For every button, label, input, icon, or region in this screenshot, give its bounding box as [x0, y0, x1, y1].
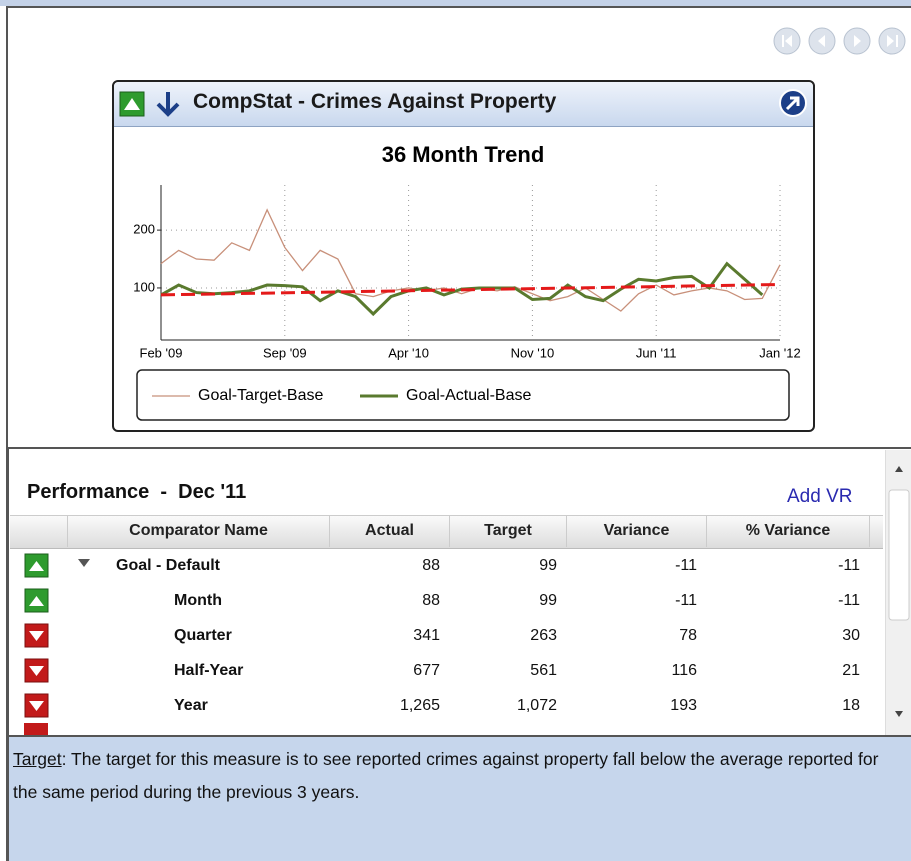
legend-label: Goal-Actual-Base	[406, 387, 531, 404]
frame	[6, 6, 911, 447]
column-header: Target	[450, 515, 567, 547]
add-vr-link[interactable]: Add VR	[787, 486, 853, 507]
note: Target: The target for this measure is t…	[13, 743, 893, 809]
row-value: 116	[671, 662, 697, 679]
note-text: : The target for this measure is to see …	[13, 749, 879, 802]
icon-arrow	[29, 631, 44, 641]
column-header: % Variance	[707, 515, 870, 547]
nav-buttons[interactable]	[770, 26, 911, 58]
note-panel: Target: The target for this measure is t…	[9, 735, 911, 861]
series-line	[160, 208, 781, 312]
row-value: 677	[413, 662, 440, 679]
table-header	[10, 515, 883, 549]
header-icons	[119, 91, 180, 117]
expand-button[interactable]	[778, 88, 808, 118]
row-name: Month	[174, 592, 222, 609]
scrollbar-parts	[888, 466, 910, 717]
status-icon	[24, 588, 49, 613]
column-header	[10, 515, 68, 547]
y-tick-label: 100	[133, 279, 155, 294]
status-icon	[24, 693, 49, 718]
trend-line	[160, 282, 781, 297]
row-value: 78	[679, 627, 697, 644]
row-value: 88	[422, 557, 440, 574]
icon-arrow	[29, 561, 44, 571]
row-value: 99	[539, 592, 557, 609]
column-header: Actual	[330, 515, 450, 547]
x-tick-label: Feb '09	[140, 345, 183, 360]
legend	[136, 369, 790, 421]
chart-title: 36 Month Trend	[382, 142, 545, 167]
y-tick-label: 200	[133, 222, 155, 237]
status-icon	[24, 658, 49, 683]
x-tick-label: Jun '11	[636, 345, 677, 360]
widget-title: CompStat - Crimes Against Property	[193, 90, 557, 113]
row-name: Goal - Default	[116, 557, 221, 574]
note-label: Target	[13, 749, 62, 769]
performance-title: Performance - Dec '11	[27, 481, 247, 503]
divider	[6, 447, 911, 449]
row-name: Year	[174, 697, 208, 714]
scrollbar[interactable]	[885, 450, 911, 735]
chart: 36 Month Trend 100 200 Feb '09 Sep '09 Apr '…	[133, 142, 801, 421]
row-value: 18	[842, 697, 860, 714]
legend-label: Goal-Target-Base	[198, 387, 323, 404]
row-value: 263	[530, 627, 557, 644]
x-tick-label: Sep '09	[263, 345, 307, 360]
icon-arrow	[29, 596, 44, 606]
widget-header	[114, 82, 813, 127]
row-value: -11	[675, 557, 697, 574]
x-tick-label: Apr '10	[388, 345, 429, 360]
row-value: 341	[413, 627, 440, 644]
status-icon	[24, 553, 49, 578]
expand-caret	[78, 559, 90, 567]
row-value: 99	[539, 557, 557, 574]
status-icon	[24, 723, 48, 735]
row-value: 88	[422, 592, 440, 609]
row-value: 1,265	[399, 697, 440, 714]
row-value: 193	[670, 697, 697, 714]
left-border	[6, 449, 9, 861]
row-value: 30	[842, 627, 860, 644]
icon-arrow	[29, 666, 44, 676]
icon-arrow	[29, 701, 44, 711]
row-value: -11	[675, 592, 697, 609]
x-tick-label: Jan '12	[759, 345, 801, 360]
row-value: -11	[838, 557, 860, 574]
row-name: Half-Year	[174, 662, 244, 679]
row-value: 21	[842, 662, 860, 679]
column-header: Comparator Name	[68, 515, 330, 547]
top-strip	[0, 0, 911, 6]
status-icon	[24, 623, 49, 648]
row-value: 1,072	[516, 697, 557, 714]
row-value: 561	[530, 662, 557, 679]
row-value: -11	[838, 592, 860, 609]
x-tick-label: Nov '10	[511, 345, 555, 360]
column-header: Variance	[567, 515, 707, 547]
row-name: Quarter	[174, 627, 232, 644]
